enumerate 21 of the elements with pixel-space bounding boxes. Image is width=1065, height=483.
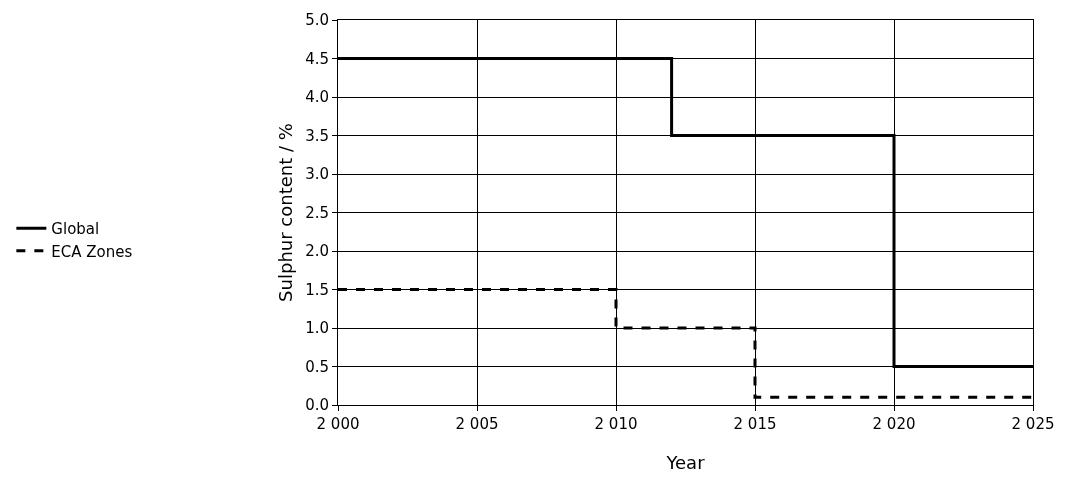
y-tick-label: 1.0	[305, 319, 329, 338]
y-tick-label: 4.0	[305, 88, 329, 107]
y-tick-label: 0.0	[305, 396, 329, 415]
x-tick-label: 2 025	[1011, 415, 1055, 433]
x-axis-title: Year	[665, 452, 706, 473]
y-tick-label: 4.5	[305, 49, 329, 68]
y-tick-label: 1.5	[305, 280, 329, 299]
y-tick-label: 5.0	[305, 11, 329, 30]
y-tick-label: 0.5	[305, 357, 329, 376]
y-axis-title: Sulphur content / %	[275, 123, 296, 302]
y-tick-label: 3.5	[305, 126, 329, 145]
y-tick-label: 3.0	[305, 165, 329, 184]
x-tick-label: 2 010	[594, 415, 638, 433]
x-tick-label: 2 020	[872, 415, 916, 433]
y-tick-label: 2.5	[305, 203, 329, 222]
x-tick-label: 2 000	[316, 415, 360, 433]
x-tick-label: 2 005	[455, 415, 499, 433]
y-tick-label: 2.0	[305, 242, 329, 261]
legend-label: Global	[51, 220, 100, 239]
x-tick-label: 2 015	[733, 415, 777, 433]
legend-label: ECA Zones	[51, 242, 133, 261]
